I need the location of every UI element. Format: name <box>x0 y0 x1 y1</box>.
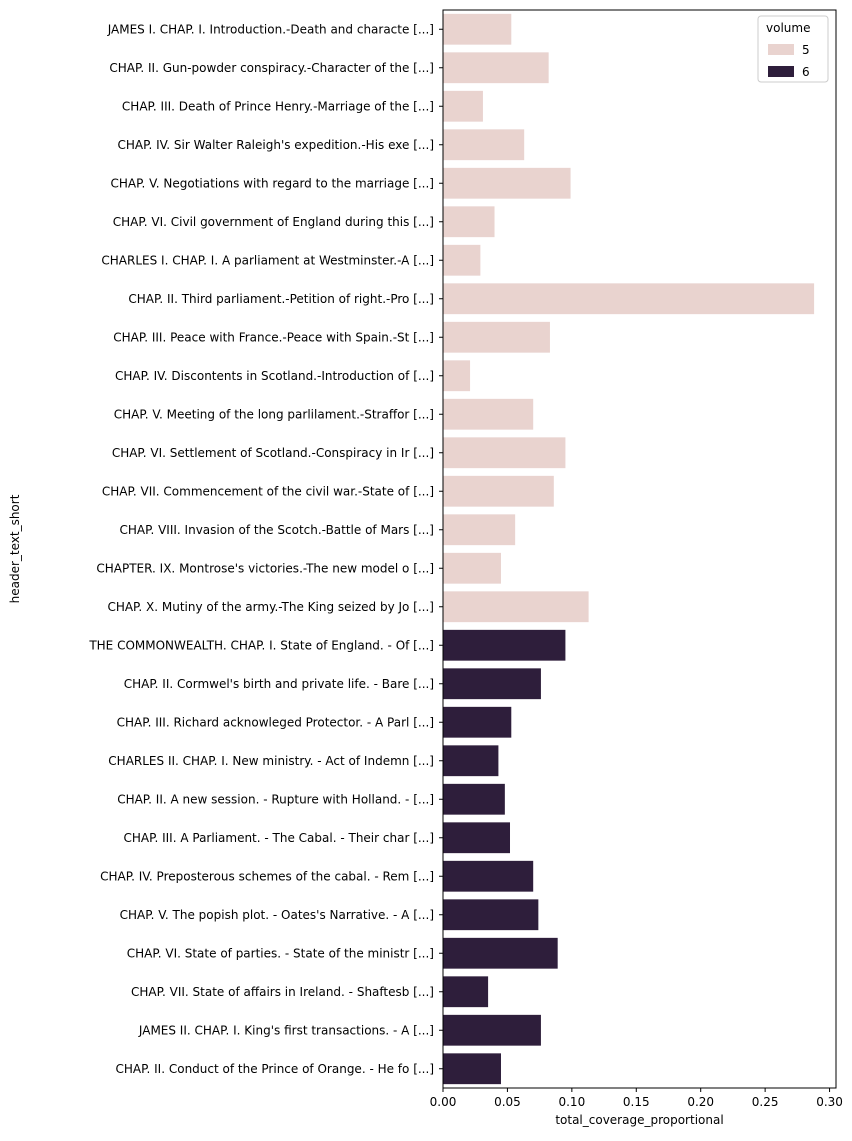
bar <box>443 129 525 161</box>
bar <box>443 360 471 392</box>
y-tick-label: CHAP. V. Meeting of the long parlilament… <box>114 407 434 421</box>
y-tick-label: CHAP. VI. Civil government of England du… <box>113 215 434 229</box>
bars-group <box>443 13 815 1085</box>
x-tick-label: 0.10 <box>558 1095 585 1109</box>
bar <box>443 1053 501 1085</box>
bar <box>443 976 489 1008</box>
bar <box>443 706 512 738</box>
y-tick-label: CHAP. VII. Commencement of the civil war… <box>102 484 434 498</box>
y-tick-label: CHAP. VI. State of parties. - State of t… <box>127 946 434 960</box>
bar <box>443 629 566 661</box>
y-tick-label: CHAP. III. Death of Prince Henry.-Marria… <box>122 99 434 113</box>
bar <box>443 206 495 238</box>
x-tick-label: 0.25 <box>752 1095 779 1109</box>
y-tick-label: JAMES I. CHAP. I. Introduction.-Death an… <box>107 22 434 36</box>
y-tick-label: CHAP. II. A new session. - Rupture with … <box>117 792 434 806</box>
legend-label: 6 <box>802 65 810 79</box>
plot-frame <box>442 9 837 1089</box>
y-tick-label: CHAP. VIII. Invasion of the Scotch.-Batt… <box>119 523 434 537</box>
bar <box>443 552 501 584</box>
x-tick-label: 0.00 <box>430 1095 457 1109</box>
x-axis-label: total_coverage_proportional <box>555 1113 723 1127</box>
y-tick-label: CHAP. IV. Sir Walter Raleigh's expeditio… <box>117 138 434 152</box>
y-axis-label: header_text_short <box>8 494 22 603</box>
y-tick-label: CHAP. X. Mutiny of the army.-The King se… <box>107 600 434 614</box>
x-tick-label: 0.30 <box>816 1095 843 1109</box>
legend-label: 5 <box>802 43 810 57</box>
x-tick-group: 0.00 0.05 0.10 0.15 0.20 0.25 0.30 <box>430 1088 843 1109</box>
bar <box>443 475 554 507</box>
legend-swatch <box>768 66 794 77</box>
y-tick-label: CHARLES I. CHAP. I. A parliament at West… <box>101 253 434 267</box>
y-tick-label: THE COMMONWEALTH. CHAP. I. State of Engl… <box>88 638 434 652</box>
y-tick-label: CHAP. III. A Parliament. - The Cabal. - … <box>124 831 435 845</box>
y-tick-label: CHAP. II. Conduct of the Prince of Orang… <box>116 1062 434 1076</box>
bar <box>443 321 550 353</box>
bar <box>443 783 505 815</box>
bar <box>443 745 499 777</box>
bar <box>443 822 511 854</box>
x-tick-label: 0.20 <box>687 1095 714 1109</box>
y-tick-label: CHAP. IV. Preposterous schemes of the ca… <box>100 869 434 883</box>
bar <box>443 937 558 969</box>
y-tick-label: CHAP. II. Cormwel's birth and private li… <box>124 677 434 691</box>
bar <box>443 514 516 546</box>
bar <box>443 899 539 931</box>
bar <box>443 398 534 430</box>
bar <box>443 52 549 84</box>
y-tick-label: CHAP. II. Third parliament.-Petition of … <box>128 292 434 306</box>
y-tick-label: CHAP. V. Negotiations with regard to the… <box>111 176 435 190</box>
bar <box>443 860 534 892</box>
y-tick-label: CHAP. II. Gun-powder conspiracy.-Charact… <box>109 61 434 75</box>
bar <box>443 668 541 700</box>
y-tick-label: CHARLES II. CHAP. I. New ministry. - Act… <box>108 754 434 768</box>
x-tick-label: 0.05 <box>494 1095 521 1109</box>
bar <box>443 437 566 469</box>
bar <box>443 244 481 276</box>
bar <box>443 13 512 45</box>
legend-swatch <box>768 44 794 55</box>
y-tick-label: CHAP. VII. State of affairs in Ireland. … <box>131 985 434 999</box>
y-tick-group: JAMES I. CHAP. I. Introduction.-Death an… <box>88 22 443 1076</box>
y-tick-label: CHAP. III. Peace with France.-Peace with… <box>113 330 434 344</box>
bar <box>443 283 815 315</box>
bar <box>443 591 589 623</box>
bar <box>443 167 571 199</box>
y-tick-label: CHAP. V. The popish plot. - Oates's Narr… <box>120 908 434 922</box>
y-tick-label: CHAP. IV. Discontents in Scotland.-Intro… <box>115 369 434 383</box>
legend: volume 5 6 <box>757 15 829 83</box>
y-tick-label: CHAPTER. IX. Montrose's victories.-The n… <box>96 561 434 575</box>
x-tick-label: 0.15 <box>623 1095 650 1109</box>
bar <box>443 1014 541 1046</box>
y-tick-label: JAMES II. CHAP. I. King's first transact… <box>138 1023 434 1037</box>
legend-title: volume <box>766 21 810 35</box>
bar <box>443 90 483 122</box>
y-tick-label: CHAP. VI. Settlement of Scotland.-Conspi… <box>112 446 434 460</box>
y-tick-label: CHAP. III. Richard acknowleged Protector… <box>117 715 434 729</box>
